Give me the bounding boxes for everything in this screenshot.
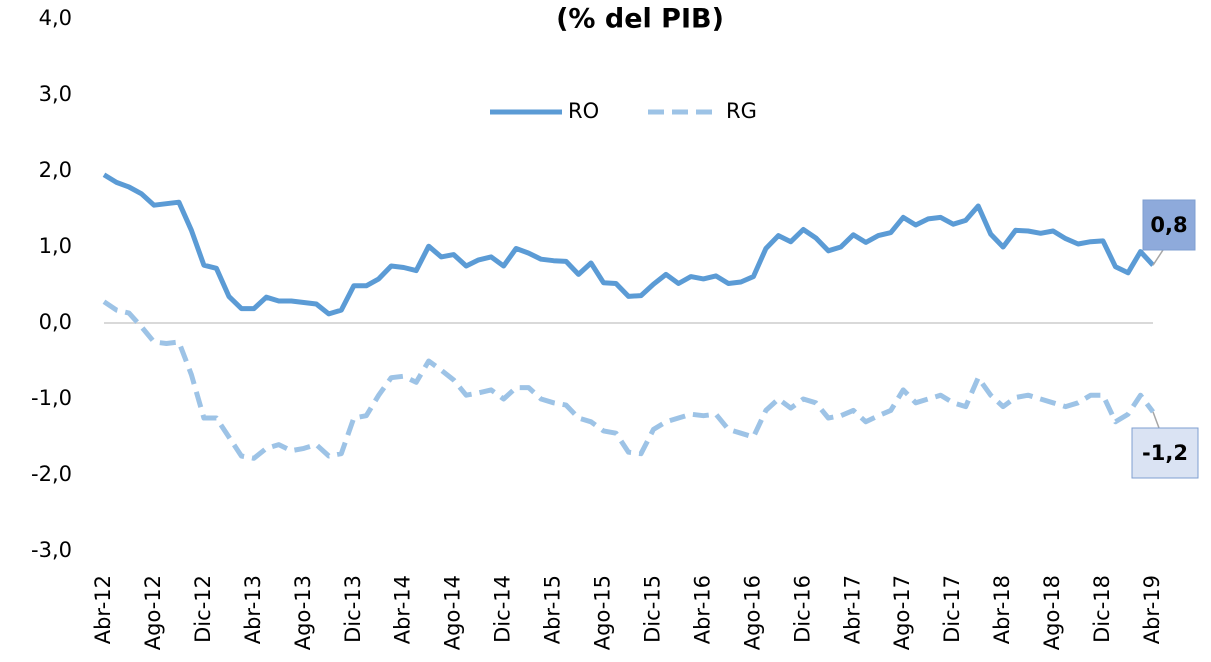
data-label-box [1131, 427, 1199, 479]
x-tick-label: Ago-17 [890, 575, 914, 650]
data-label: 0,8 [1150, 213, 1187, 237]
x-tick-label: Ago-18 [1040, 575, 1064, 650]
x-tick-label: Dic-18 [1090, 575, 1114, 643]
x-tick-label: Ago-14 [441, 575, 465, 650]
x-tick-label: Dic-14 [491, 575, 515, 643]
chart-title: (% del PIB) [556, 4, 724, 35]
y-tick-label: 4,0 [39, 6, 72, 30]
y-tick-label: -1,0 [31, 386, 72, 410]
leader-line [1152, 249, 1164, 266]
series-line [102, 299, 1156, 461]
leader-line [1152, 411, 1160, 429]
data-label-box [1142, 199, 1196, 251]
x-tick-label: Dic-13 [341, 575, 365, 643]
x-tick-label: Abr-15 [541, 575, 565, 644]
x-tick-label: Abr-19 [1140, 575, 1164, 644]
data-label: -1,2 [1142, 441, 1188, 465]
x-tick-label: Ago-16 [740, 575, 764, 650]
x-tick-label: Dic-15 [640, 575, 664, 643]
legend-label: RO [568, 99, 599, 123]
y-tick-label: 1,0 [39, 234, 72, 258]
x-tick-label: Abr-18 [990, 575, 1014, 644]
x-tick-label: Ago-13 [291, 575, 315, 650]
x-tick-label: Dic-16 [790, 575, 814, 643]
x-tick-label: Abr-13 [241, 575, 265, 644]
x-tick-label: Abr-16 [690, 575, 714, 644]
legend-label: RG [726, 99, 757, 123]
x-tick-label: Dic-17 [940, 575, 964, 643]
y-tick-label: 2,0 [39, 158, 72, 182]
y-tick-label: 3,0 [39, 82, 72, 106]
x-tick-label: Abr-12 [91, 575, 115, 644]
x-tick-label: Ago-15 [591, 575, 615, 650]
x-tick-label: Abr-17 [840, 575, 864, 644]
y-tick-label: 0,0 [39, 310, 72, 334]
x-tick-label: Dic-12 [191, 575, 215, 643]
x-tick-label: Abr-14 [391, 575, 415, 644]
y-tick-label: -3,0 [31, 538, 72, 562]
series-line [102, 172, 1155, 317]
x-tick-label: Ago-12 [141, 575, 165, 650]
y-tick-label: -2,0 [31, 462, 72, 486]
